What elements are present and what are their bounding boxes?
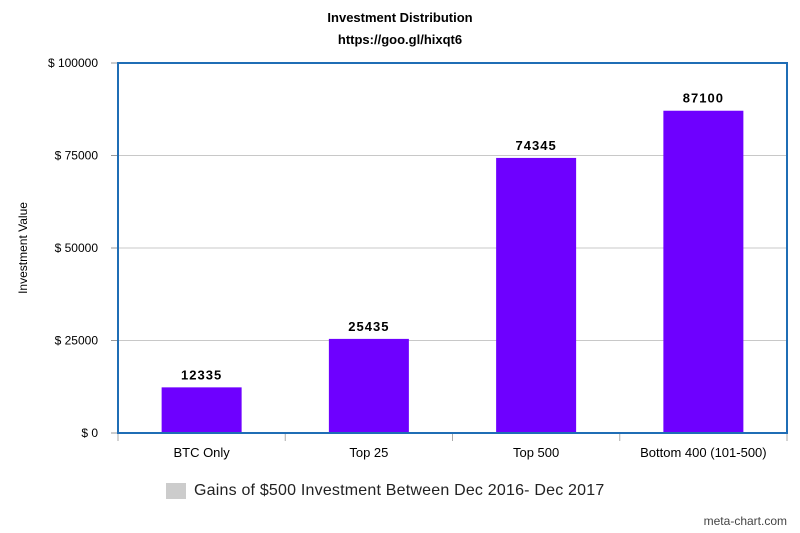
x-tick-label: Bottom 400 (101-500) <box>640 445 766 460</box>
bar <box>496 157 577 433</box>
y-tick-label: $ 50000 <box>55 241 99 255</box>
y-tick-label: $ 25000 <box>55 334 99 348</box>
y-tick-label: $ 0 <box>81 426 98 440</box>
x-tick-label: Top 25 <box>349 445 388 460</box>
bar <box>328 338 409 433</box>
plot-frame <box>117 62 788 434</box>
bar <box>161 387 242 433</box>
credit-text: meta-chart.com <box>703 514 787 528</box>
legend-swatch <box>166 483 186 499</box>
legend: Gains of $500 Investment Between Dec 201… <box>166 482 604 500</box>
data-label: 12335 <box>181 367 222 382</box>
data-label: 87100 <box>683 91 724 106</box>
y-tick-label: $ 75000 <box>55 149 99 163</box>
x-tick-label: BTC Only <box>173 445 230 460</box>
data-label: 74345 <box>516 138 557 153</box>
data-label: 25435 <box>348 319 389 334</box>
x-tick-label: Top 500 <box>513 445 559 460</box>
y-tick-label: $ 100000 <box>48 56 98 70</box>
chart-subtitle: https://goo.gl/hixqt6 <box>337 32 463 47</box>
bar-chart: $ 0 $ 25000 $ 50000 $ 75000 $ 100000 Investme… <box>16 56 788 460</box>
chart-title: Investment Distribution <box>327 10 473 25</box>
legend-label: Gains of $500 Investment Between Dec 201… <box>194 482 605 499</box>
y-axis-label: Investment Value <box>16 202 30 294</box>
bar <box>663 110 744 433</box>
